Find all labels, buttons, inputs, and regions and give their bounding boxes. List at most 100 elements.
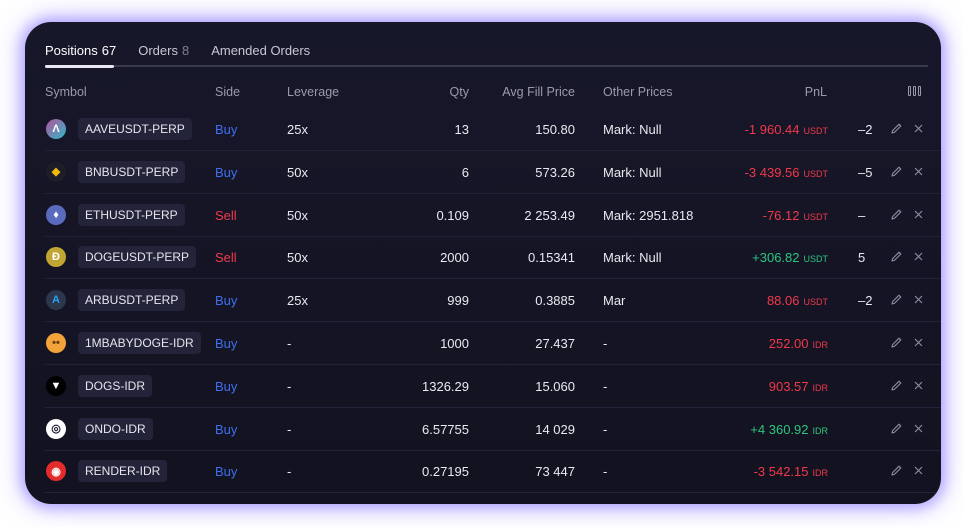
tab-count: 67 bbox=[101, 43, 117, 58]
dogs-coin-icon: ▼ bbox=[46, 375, 66, 396]
pencil-icon[interactable] bbox=[890, 464, 904, 478]
symbol-chip[interactable]: ARBUSDT-PERP bbox=[78, 289, 186, 312]
side-value: Buy bbox=[215, 122, 238, 137]
table-row[interactable]: •• 1MBABYDOGE-IDR Buy - 1000 27.437 - 25… bbox=[25, 322, 941, 365]
table-row[interactable]: ◉ RENDER-IDR Buy - 0.27195 73 447 - -3 5… bbox=[25, 450, 941, 495]
pencil-icon[interactable] bbox=[890, 293, 904, 307]
pnl-amount: -76.12 bbox=[762, 207, 800, 223]
row-divider bbox=[45, 492, 941, 494]
header-qty: Qty bbox=[449, 85, 469, 99]
table-row[interactable]: ▼ DOGS-IDR Buy - 1326.29 15.060 - 903.57… bbox=[25, 365, 941, 408]
close-icon[interactable] bbox=[912, 379, 926, 393]
pnl-amount: 903.57 bbox=[768, 378, 809, 394]
pnl-value: 252.00 IDR bbox=[769, 322, 828, 367]
avg-fill-price-value: 15.060 bbox=[535, 378, 575, 394]
close-icon[interactable] bbox=[912, 165, 926, 179]
table-row[interactable]: A ARBUSDT-PERP Buy 25x 999 0.3885 Mar 88… bbox=[25, 279, 941, 324]
table-row[interactable]: Ð DOGEUSDT-PERP Sell 50x 2000 0.15341 Ma… bbox=[25, 236, 941, 281]
close-icon[interactable] bbox=[912, 293, 926, 307]
close-icon[interactable] bbox=[912, 336, 926, 350]
tab-orders[interactable]: Orders 8 bbox=[138, 43, 189, 69]
row-divider bbox=[45, 150, 941, 151]
pencil-icon[interactable] bbox=[890, 165, 904, 179]
row-divider bbox=[45, 449, 941, 451]
tab-label: Amended Orders bbox=[211, 43, 311, 58]
pnl-currency: USDT bbox=[803, 254, 829, 265]
pencil-icon[interactable] bbox=[890, 422, 904, 436]
table-row[interactable]: Λ AAVEUSDT-PERP Buy 25x 13 150.80 Mark: … bbox=[25, 108, 941, 151]
pnl-amount: -3 542.15 bbox=[753, 464, 809, 480]
pnl-currency: IDR bbox=[812, 382, 829, 393]
pnl-amount: 252.00 bbox=[768, 336, 809, 351]
qty-value: 0.27195 bbox=[422, 464, 469, 480]
other-prices-value: - bbox=[603, 336, 608, 351]
close-icon[interactable] bbox=[912, 122, 926, 136]
pencil-icon[interactable] bbox=[890, 122, 904, 136]
other-prices-value: Mark: 2951.818 bbox=[603, 207, 694, 223]
symbol-chip[interactable]: RENDER-IDR bbox=[78, 460, 168, 483]
pencil-icon[interactable] bbox=[890, 250, 904, 264]
pnl-amount: +306.82 bbox=[752, 250, 800, 266]
header-symbol: Symbol bbox=[45, 85, 87, 99]
header-pnl: PnL bbox=[804, 85, 827, 99]
symbol-chip[interactable]: DOGEUSDT-PERP bbox=[78, 246, 197, 269]
symbol-chip[interactable]: 1MBABYDOGE-IDR bbox=[78, 332, 201, 354]
leverage-value: - bbox=[287, 421, 292, 437]
close-icon[interactable] bbox=[912, 422, 926, 436]
pencil-icon[interactable] bbox=[890, 336, 904, 350]
leverage-value: - bbox=[287, 336, 292, 351]
render-coin-icon: ◉ bbox=[46, 461, 66, 482]
close-icon[interactable] bbox=[912, 464, 926, 478]
pnl-value: -76.12 USDT bbox=[763, 194, 828, 239]
table-row[interactable]: ♦ ETHUSDT-PERP Sell 50x 0.109 2 253.49 M… bbox=[25, 194, 941, 237]
truncated-column-value: 5 bbox=[858, 250, 866, 266]
positions-panel: Positions 67 Orders 8 Amended Orders Symbo… bbox=[25, 22, 941, 504]
avg-fill-price-value: 2 253.49 bbox=[524, 207, 575, 223]
pnl-amount: 88.06 bbox=[766, 293, 800, 309]
table-row[interactable]: ◎ ONDO-IDR Buy - 6.57755 14 029 - +4 360… bbox=[25, 408, 941, 451]
pnl-value: -3 542.15 IDR bbox=[754, 450, 828, 495]
qty-value: 6.57755 bbox=[422, 421, 469, 437]
symbol-chip[interactable]: AAVEUSDT-PERP bbox=[78, 118, 192, 140]
close-icon[interactable] bbox=[912, 250, 926, 264]
symbol-chip[interactable]: ONDO-IDR bbox=[78, 417, 153, 440]
avg-fill-price-value: 573.26 bbox=[535, 164, 575, 180]
pnl-currency: IDR bbox=[812, 468, 829, 479]
tab-positions[interactable]: Positions 67 bbox=[45, 43, 116, 69]
avg-fill-price-value: 73 447 bbox=[535, 464, 575, 480]
truncated-column-value: –5 bbox=[858, 164, 873, 180]
pnl-currency: USDT bbox=[803, 211, 829, 222]
arb-coin-icon: A bbox=[46, 290, 66, 311]
leverage-value: 25x bbox=[287, 293, 308, 309]
close-icon[interactable] bbox=[912, 208, 926, 222]
pnl-value: -1 960.44 USDT bbox=[745, 108, 828, 153]
columns-icon[interactable] bbox=[908, 86, 922, 96]
pnl-value: +306.82 USDT bbox=[752, 236, 828, 281]
active-tab-indicator bbox=[45, 64, 114, 68]
other-prices-value: - bbox=[603, 464, 608, 480]
pnl-amount: +4 360.92 bbox=[750, 421, 809, 437]
side-value: Buy bbox=[215, 378, 238, 394]
tab-amended-orders[interactable]: Amended Orders bbox=[211, 43, 310, 69]
other-prices-value: Mar bbox=[603, 293, 626, 309]
other-prices-value: Mark: Null bbox=[603, 250, 662, 266]
symbol-chip[interactable]: ETHUSDT-PERP bbox=[78, 203, 185, 226]
pencil-icon[interactable] bbox=[890, 379, 904, 393]
table-header: Symbol Side Leverage Qty Avg Fill Price … bbox=[25, 85, 941, 103]
table-row[interactable]: ◆ BNBUSDT-PERP Buy 50x 6 573.26 Mark: Nu… bbox=[25, 151, 941, 194]
side-value: Buy bbox=[215, 164, 238, 180]
side-value: Sell bbox=[215, 207, 237, 223]
truncated-column-value: – bbox=[858, 207, 866, 223]
qty-value: 1000 bbox=[440, 336, 469, 351]
symbol-chip[interactable]: DOGS-IDR bbox=[78, 374, 152, 397]
aave-coin-icon: Λ bbox=[46, 119, 66, 139]
row-divider bbox=[45, 364, 941, 365]
pencil-icon[interactable] bbox=[890, 208, 904, 222]
symbol-chip[interactable]: BNBUSDT-PERP bbox=[78, 160, 186, 183]
side-value: Buy bbox=[215, 421, 238, 437]
row-divider bbox=[45, 278, 941, 280]
row-divider bbox=[45, 321, 941, 323]
other-prices-value: Mark: Null bbox=[603, 164, 662, 180]
truncated-column-value: –2 bbox=[858, 122, 873, 137]
pnl-value: 88.06 USDT bbox=[767, 279, 828, 324]
